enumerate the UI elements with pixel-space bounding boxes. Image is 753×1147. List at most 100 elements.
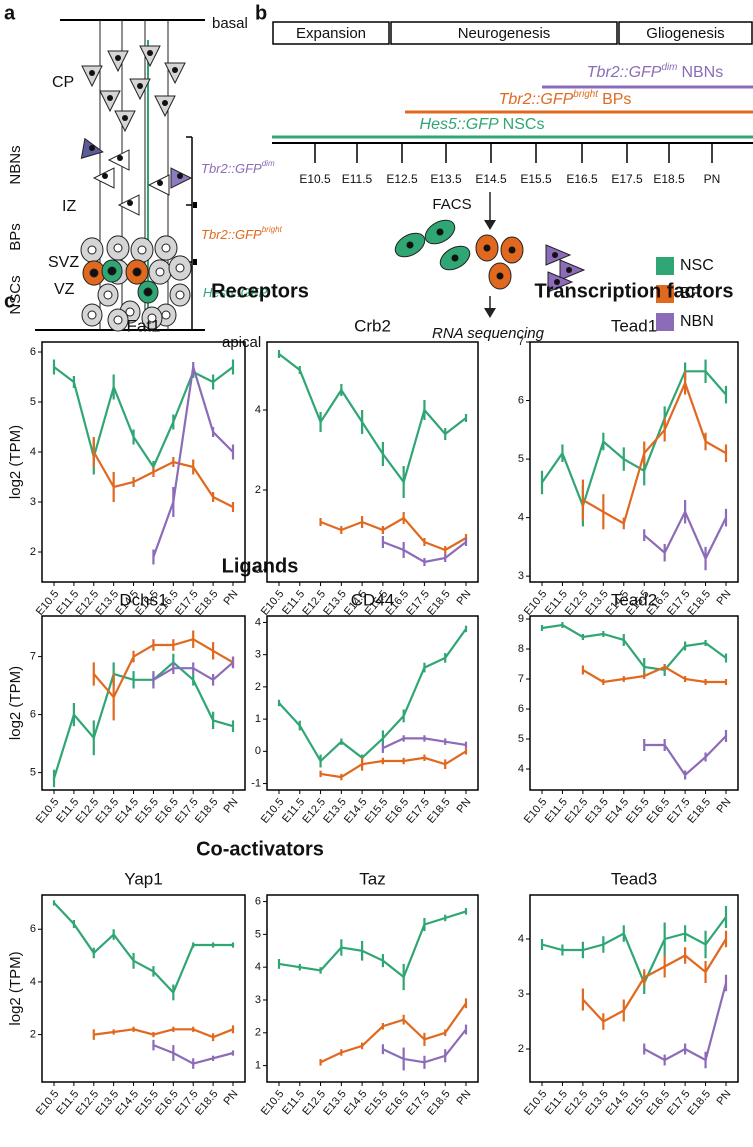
marker-label: Tbr2::GFPbright — [201, 225, 283, 242]
plot-frame — [41, 894, 246, 1083]
timeline-label: E12.5 — [386, 172, 418, 186]
x-tick-label: E18.5 — [685, 796, 713, 826]
x-tick-label: E10.5 — [522, 1088, 550, 1118]
nucleus — [175, 263, 185, 273]
nucleus — [147, 50, 153, 56]
series-line — [582, 379, 727, 526]
nucleus — [451, 254, 459, 262]
y-tick-label: 4 — [518, 763, 524, 775]
x-tick-label: PN — [715, 796, 734, 815]
chart-title: Taz — [359, 869, 385, 888]
nucleus — [137, 83, 143, 89]
nucleus — [552, 252, 558, 258]
marker-label: Tbr2::GFPdim — [201, 159, 275, 176]
bracket-mark — [193, 202, 197, 208]
phase-label: Expansion — [296, 25, 366, 42]
x-tick-label: E10.5 — [259, 796, 287, 826]
nucleus — [177, 173, 183, 179]
nucleus — [155, 267, 165, 277]
y-tick-label: 2 — [30, 1028, 36, 1040]
series-line — [278, 628, 467, 763]
series-line — [278, 910, 467, 979]
y-tick-label: 6 — [518, 703, 524, 715]
timeline-label: E15.5 — [520, 172, 552, 186]
nucleus — [127, 200, 133, 206]
nucleus — [103, 290, 113, 300]
cell-drawing — [80, 20, 193, 332]
marker-suffix: NSCs — [503, 116, 545, 133]
series-line — [92, 451, 234, 508]
series-line — [52, 660, 234, 779]
marker-sup: bright — [262, 225, 283, 234]
plot-frame — [529, 894, 739, 1083]
series-line — [320, 750, 467, 779]
nucleus — [87, 310, 97, 320]
nucleus — [508, 246, 516, 254]
nucleus — [122, 115, 128, 121]
y-tick-label: 0 — [255, 745, 261, 757]
nucleus — [115, 55, 121, 61]
y-tick-label: 1 — [255, 1060, 261, 1072]
x-tick-label: E18.5 — [425, 588, 453, 618]
x-tick-label: E10.5 — [259, 588, 287, 618]
y-axis-label: log2 (TPM) — [7, 425, 24, 499]
x-tick-label: E18.5 — [685, 588, 713, 618]
y-tick-label: 3 — [30, 496, 36, 508]
nucleus — [102, 173, 108, 179]
section-header: Co-activators — [196, 838, 324, 860]
plot-frame — [529, 341, 739, 583]
marker-label: Hes5::GFP — [203, 285, 268, 300]
series-line — [541, 370, 727, 510]
phase-box — [618, 21, 753, 45]
series-line — [541, 916, 727, 986]
phase-label: Gliogenesis — [646, 25, 724, 42]
legend-label: BP — [680, 285, 701, 302]
layer-label: VZ — [54, 281, 75, 298]
series-line — [320, 516, 467, 552]
y-tick-label: 4 — [255, 961, 261, 973]
marker-name: Hes5::GFP — [203, 285, 268, 300]
x-tick-label: PN — [455, 1088, 474, 1107]
y-tick-label: 0 — [255, 564, 261, 576]
legend-swatch — [656, 285, 674, 303]
nucleus — [87, 245, 97, 255]
y-tick-label: 8 — [518, 643, 524, 655]
x-tick-label: PN — [715, 1088, 734, 1107]
y-tick-label: 4 — [255, 616, 261, 628]
timeline-label: E16.5 — [566, 172, 598, 186]
marker-sup: bright — [573, 89, 599, 100]
nucleus — [483, 244, 491, 252]
y-tick-label: 4 — [30, 976, 36, 988]
y-tick-label: 2 — [255, 1027, 261, 1039]
plot-frame — [41, 341, 246, 583]
y-tick-label: 7 — [518, 336, 524, 348]
x-tick-label: PN — [222, 1088, 241, 1107]
phase-box — [272, 21, 390, 45]
section-header: Ligands — [222, 555, 299, 577]
population-label: Tbr2::GFPdim NBNs — [587, 62, 723, 82]
sequencing-label: RNA sequencing — [432, 325, 545, 342]
layer-label: IZ — [62, 198, 76, 215]
nucleus — [89, 145, 95, 151]
facs-label: FACS — [432, 196, 471, 213]
nucleus — [161, 243, 171, 253]
nucleus — [113, 243, 123, 253]
y-tick-label: 6 — [30, 346, 36, 358]
nucleus — [172, 67, 178, 73]
nucleus — [113, 315, 123, 325]
chart-title: Yap1 — [124, 869, 162, 888]
nucleus — [132, 267, 142, 277]
x-tick-label: E18.5 — [193, 1088, 221, 1118]
x-tick-label: E10.5 — [522, 588, 550, 618]
plot-frame — [266, 615, 479, 791]
arrow-head — [484, 220, 496, 230]
nucleus — [107, 266, 117, 276]
nucleus — [436, 228, 444, 236]
y-tick-label: 3 — [518, 988, 524, 1000]
legend-swatch — [656, 313, 674, 331]
x-tick-label: E18.5 — [685, 1088, 713, 1118]
bracket-mark — [193, 259, 197, 265]
phase-label: Neurogenesis — [458, 25, 551, 42]
phase-box — [390, 21, 618, 45]
